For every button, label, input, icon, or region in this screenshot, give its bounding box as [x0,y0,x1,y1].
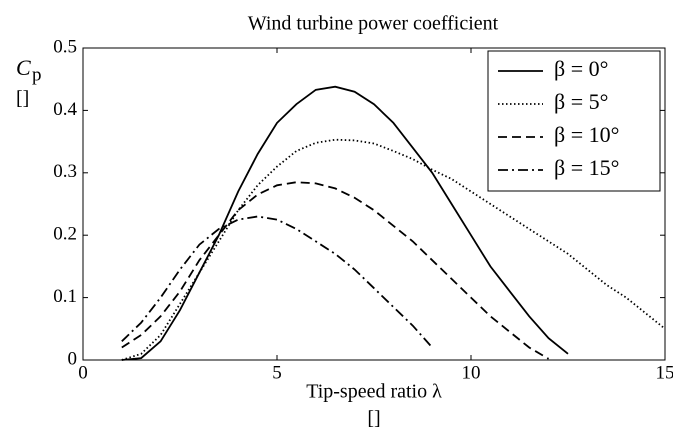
x-tick-label: 0 [78,362,88,383]
y-tick-label: 0.4 [53,99,77,120]
series-line [121,138,666,361]
series-line [121,215,433,349]
y-tick-label: 0.2 [53,224,77,245]
plot-frame [82,47,666,361]
x-tick-label: 15 [656,362,673,383]
x-tick-label: 10 [462,362,481,383]
y-tick-label: 0.5 [53,36,77,57]
legend-label: β = 0° [554,56,608,81]
y-label-sub: p [32,64,42,85]
x-tick-label: 5 [272,362,282,383]
x-label-unit: [] [367,408,380,430]
y-label: C [16,55,31,80]
y-label-unit: [] [16,88,29,110]
legend-label: β = 5° [554,89,608,114]
chart-title: Wind turbine power coefficient [248,13,499,35]
series-line [121,181,550,360]
legend-label: β = 15° [554,155,619,180]
y-tick-label: 0.3 [53,161,77,182]
y-tick-label: 0.1 [53,286,77,307]
x-label: Tip-speed ratio λ [306,381,442,403]
series-line [121,85,569,361]
legend-label: β = 10° [554,122,619,147]
y-tick-label: 0 [68,348,78,369]
legend-box [487,50,661,192]
